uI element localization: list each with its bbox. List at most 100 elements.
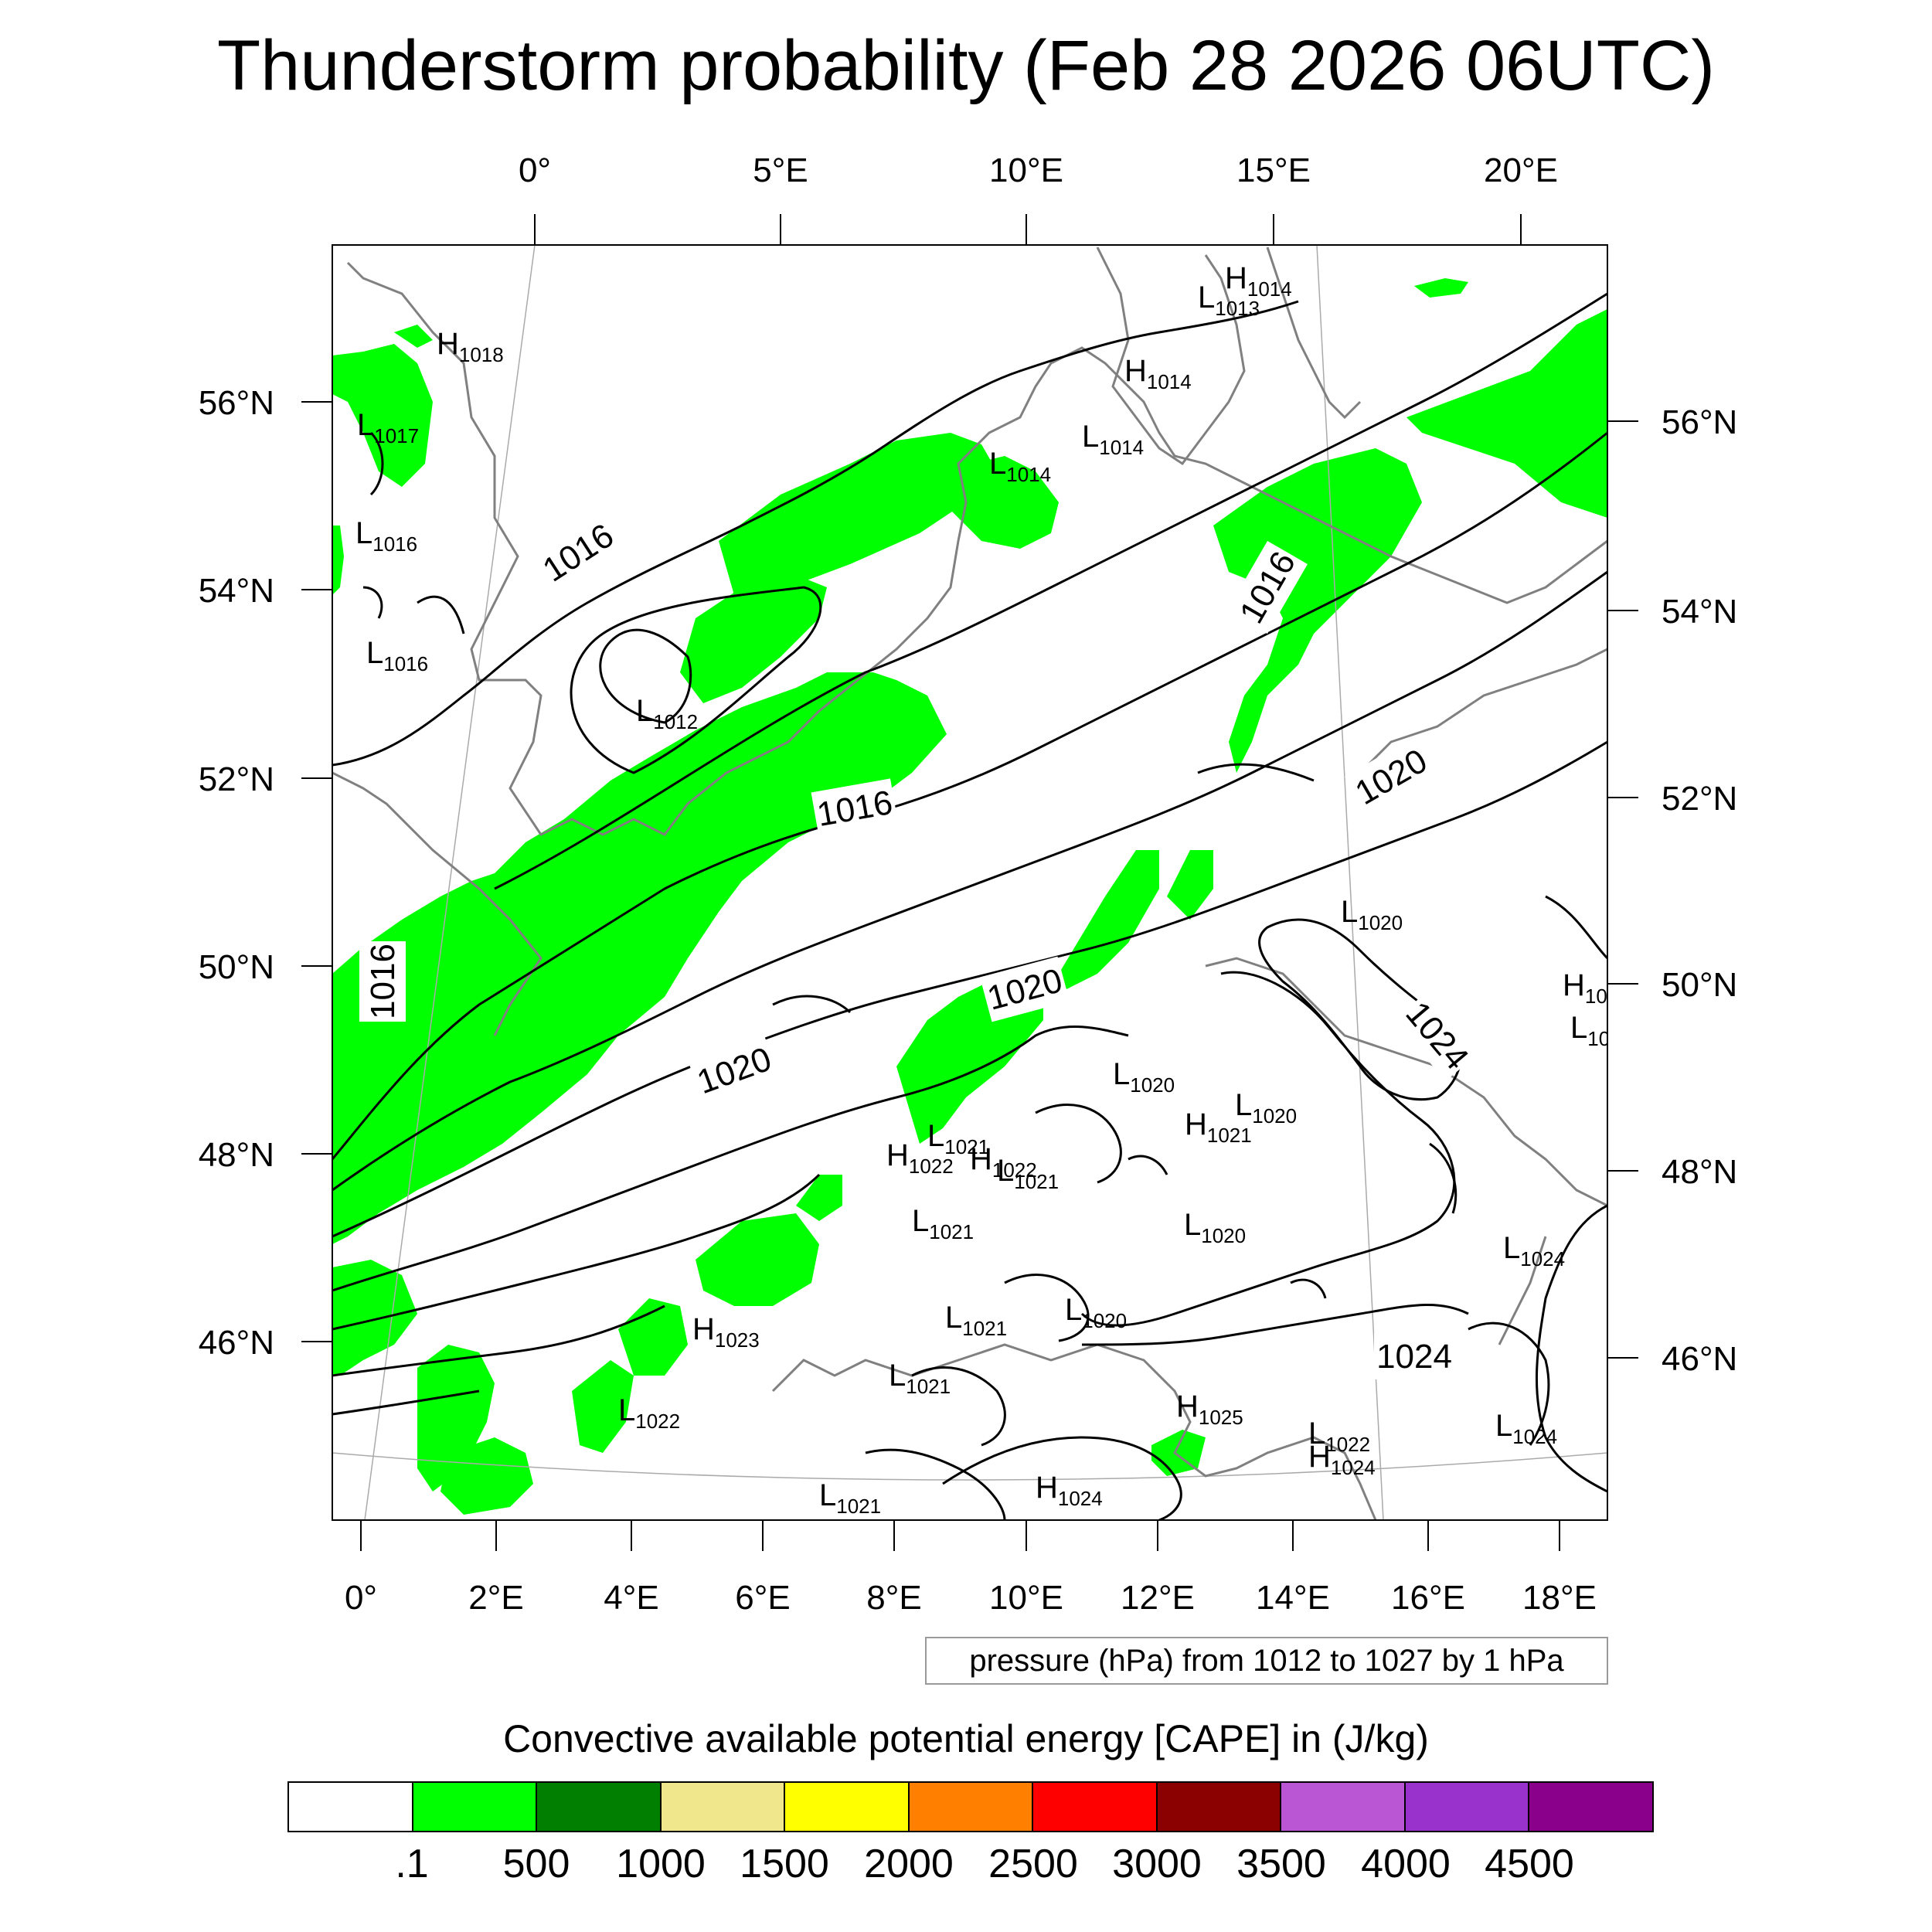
- map-title: Thunderstorm probability (Feb 28 2026 06…: [216, 26, 1716, 105]
- left-tick-label: 52°N: [199, 760, 274, 798]
- left-tick-label: 46°N: [199, 1324, 274, 1362]
- right-tick-label: 52°N: [1662, 780, 1737, 818]
- map-area: 1016 1016 1016 1016 1020 1020: [332, 245, 1610, 1520]
- right-axis: 56°N 54°N 52°N 50°N 48°N 46°N: [1607, 403, 1737, 1378]
- isobar-label-text: 1016: [364, 944, 402, 1019]
- legend-color-box: [1281, 1783, 1406, 1831]
- legend-label: 4500: [1485, 1842, 1574, 1886]
- pressure-center: H1025: [1176, 1389, 1243, 1429]
- top-tick-label: 20°E: [1484, 151, 1558, 189]
- isobar-label-text: 1024: [1376, 1338, 1452, 1376]
- legend-color-box: [537, 1783, 662, 1831]
- top-tick-label: 5°E: [753, 151, 808, 189]
- pressure-center: L1020: [1184, 1208, 1246, 1247]
- bottom-tick-label: 16°E: [1391, 1579, 1465, 1617]
- pressure-center: H1018: [437, 327, 504, 366]
- pressure-center: L1024: [1503, 1231, 1565, 1270]
- cape-area: [719, 433, 997, 595]
- pressure-center: H1022: [970, 1142, 1037, 1182]
- cape-area: [618, 1298, 688, 1376]
- right-tick-label: 46°N: [1662, 1340, 1737, 1378]
- left-tick-label: 54°N: [199, 572, 274, 610]
- legend-label: 1000: [616, 1842, 706, 1886]
- cape-area: [1059, 850, 1159, 989]
- coastlines: [332, 247, 1607, 1520]
- legend-label: 500: [502, 1842, 570, 1886]
- legend-color-box: [661, 1783, 786, 1831]
- top-tick-label: 10°E: [989, 151, 1063, 189]
- pressure-center: L1021: [927, 1119, 989, 1158]
- cape-area: [696, 1213, 819, 1306]
- pressure-center: L1020: [1235, 1088, 1297, 1128]
- legend-label: 1500: [740, 1842, 829, 1886]
- top-axis: 0° 5°E 10°E 15°E 20°E: [519, 151, 1558, 245]
- pressure-center: L1021: [997, 1154, 1059, 1193]
- pressure-center: H1021: [1185, 1107, 1252, 1147]
- pressure-center: H1014: [1225, 261, 1292, 301]
- cape-area: [796, 1175, 842, 1221]
- graticule: [332, 245, 1607, 1520]
- legend-color-box: [909, 1783, 1034, 1831]
- legend-color-box: [1529, 1783, 1653, 1831]
- pressure-center: L1020: [1341, 895, 1403, 934]
- bottom-tick-label: 14°E: [1256, 1579, 1330, 1617]
- pressure-center: L1016: [355, 516, 417, 556]
- legend-label: 3500: [1236, 1842, 1326, 1886]
- legend-color-box: [1405, 1783, 1530, 1831]
- bottom-tick-label: 18°E: [1522, 1579, 1597, 1617]
- legend-color-box: [289, 1783, 413, 1831]
- left-tick-label: 48°N: [199, 1136, 274, 1174]
- pressure-center: L10: [1570, 1011, 1610, 1050]
- legend-color-box: [785, 1783, 910, 1831]
- cape-area: [572, 1360, 634, 1453]
- cape-area: [935, 456, 1059, 549]
- pressure-center: H1022: [886, 1138, 954, 1178]
- left-tick-label: 50°N: [199, 948, 274, 986]
- pressure-center: H10: [1563, 968, 1607, 1008]
- isobar-label: 1016: [359, 941, 406, 1022]
- legend-label: 4000: [1361, 1842, 1451, 1886]
- pressure-center: H1014: [1124, 354, 1192, 393]
- bottom-tick-label: 6°E: [735, 1579, 790, 1617]
- pressure-center: L1022: [618, 1393, 680, 1433]
- cape-area: [332, 344, 433, 487]
- pressure-center: L1014: [989, 447, 1051, 486]
- pressure-center: L1012: [636, 694, 698, 733]
- pressure-center: H1023: [692, 1312, 760, 1352]
- cape-area: [1167, 850, 1213, 920]
- pressure-center: L1016: [366, 636, 428, 675]
- bottom-tick-label: 10°E: [989, 1579, 1063, 1617]
- pressure-center: L1022: [1308, 1417, 1370, 1456]
- bottom-tick-label: 8°E: [866, 1579, 921, 1617]
- left-axis: 56°N 54°N 52°N 50°N 48°N 46°N: [199, 384, 332, 1362]
- right-tick-label: 50°N: [1662, 966, 1737, 1004]
- cape-area: [332, 526, 344, 595]
- bottom-tick-label: 12°E: [1121, 1579, 1195, 1617]
- pressure-center: L1021: [912, 1204, 974, 1243]
- right-tick-label: 54°N: [1662, 593, 1737, 631]
- bottom-tick-label: 4°E: [604, 1579, 658, 1617]
- legend-color-box: [1033, 1783, 1158, 1831]
- cape-color-legend: [287, 1781, 1654, 1832]
- top-tick-label: 0°: [519, 151, 551, 189]
- right-tick-label: 56°N: [1662, 403, 1737, 441]
- bottom-axis: 0° 2°E 4°E 6°E 8°E 10°E 12°E 14°E 16°E 1…: [345, 1520, 1597, 1617]
- isobar-label: 1016: [811, 778, 899, 838]
- bottom-tick-label: 0°: [345, 1579, 377, 1617]
- map-frame: [332, 244, 1608, 1521]
- isobars: [332, 292, 1607, 1520]
- cape-area: [417, 1345, 495, 1492]
- pressure-center: L1020: [1113, 1057, 1175, 1097]
- legend-color-box: [1157, 1783, 1282, 1831]
- pressure-center: L1017: [357, 408, 419, 447]
- pressure-centers: H1014 L1013 H1018 L1017 H1014 L1014 L101…: [355, 261, 1610, 1518]
- bottom-tick-label: 2°E: [468, 1579, 523, 1617]
- cape-area: [680, 572, 827, 703]
- isobar-label: 1024: [1374, 1333, 1454, 1379]
- pressure-center: L1024: [1495, 1409, 1557, 1448]
- legend-title: Convective available potential energy [C…: [503, 1717, 1429, 1760]
- pressure-center: L1013: [1198, 281, 1260, 320]
- pressure-center: L1021: [945, 1301, 1007, 1340]
- cape-fill-layer: [332, 278, 1607, 1515]
- legend-labels: .1 500 1000 1500 2000 2500 3000 3500 400…: [0, 1839, 1932, 1893]
